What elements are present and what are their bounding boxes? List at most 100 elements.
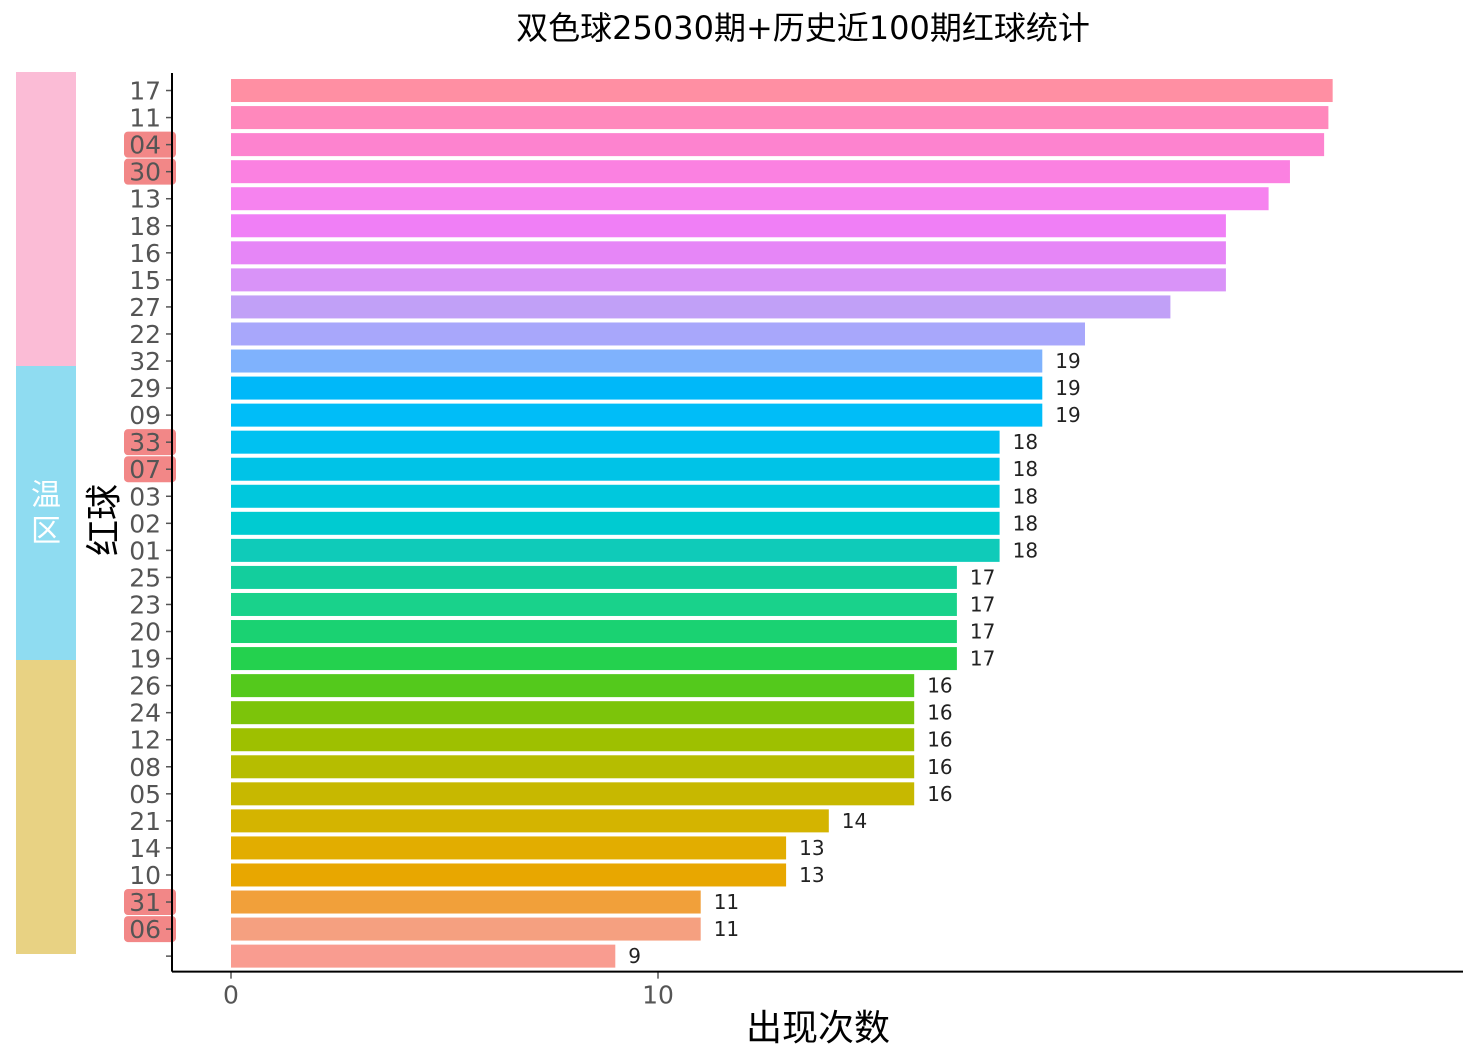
bar-24 (231, 701, 915, 725)
value-labels: 19 19 19 18 18 18 18 18 17 17 17 17 16 16 16 16 16 14 13 13… (628, 349, 1080, 968)
bar-15 (231, 268, 1226, 292)
y-tick-label: 18 (129, 212, 161, 241)
y-tick-label: 23 (129, 590, 161, 619)
y-tick-label: 04 (129, 131, 161, 160)
x-tick-label: 0 (223, 981, 239, 1010)
zone-block-3 (16, 660, 76, 954)
y-tick-label: 15 (129, 266, 161, 295)
value-label: 14 (842, 809, 867, 833)
y-tick-label: 22 (129, 320, 161, 349)
bars-group (231, 79, 1333, 968)
value-label: 18 (1013, 538, 1038, 562)
value-label: 13 (799, 836, 824, 860)
highlight-06 (124, 916, 176, 943)
y-tick-label: 31 (129, 888, 161, 917)
highlight-33 (124, 429, 176, 456)
bar-23 (231, 592, 957, 616)
y-tick-label: 20 (129, 618, 161, 647)
x-axis-ticks: 0 10 (223, 971, 674, 1010)
value-label: 11 (714, 917, 739, 941)
value-label: 18 (1013, 430, 1038, 454)
y-tick-label: 13 (129, 185, 161, 214)
value-label: 17 (970, 620, 995, 644)
value-label: 16 (927, 701, 952, 725)
y-tick-label: 01 (129, 536, 161, 565)
bar-09 (231, 403, 1043, 427)
y-tick-label: 30 (129, 158, 161, 187)
bar-07 (231, 457, 1000, 481)
y-tick-label: 11 (129, 104, 161, 133)
value-label: 16 (927, 674, 952, 698)
bar-04 (231, 133, 1325, 157)
bar-26 (231, 674, 915, 698)
bar-10 (231, 863, 787, 887)
bar-18 (231, 214, 1226, 238)
bar-25 (231, 565, 957, 589)
y-tick-label: 33 (129, 428, 161, 457)
y-tick-label: 12 (129, 726, 161, 755)
highlight-30 (124, 158, 176, 185)
y-tick-label: 14 (129, 834, 161, 863)
y-tick-label: 29 (129, 374, 161, 403)
highlight-04 (124, 131, 176, 158)
value-label: 17 (970, 647, 995, 671)
zone-block-2 (16, 366, 76, 660)
zone-label-char: 温 (31, 478, 61, 513)
y-tick-label: 02 (129, 509, 161, 538)
value-label: 13 (799, 863, 824, 887)
bar-31 (231, 890, 701, 914)
y-tick-label: 10 (129, 861, 161, 890)
value-label: 19 (1055, 376, 1080, 400)
bar-06 (231, 917, 701, 941)
zone-label-char: 区 (31, 514, 61, 549)
bar-01 (231, 538, 1000, 562)
bar-29 (231, 376, 1043, 400)
zone-block-1 (16, 72, 76, 366)
y-tick-label: 25 (129, 563, 161, 592)
value-label: 18 (1013, 484, 1038, 508)
value-label: 19 (1055, 349, 1080, 373)
y-tick-label: 09 (129, 401, 161, 430)
value-label: 18 (1013, 511, 1038, 535)
value-label: 17 (970, 565, 995, 589)
bar-13 (231, 187, 1269, 211)
bar-14 (231, 836, 787, 860)
bar-row-32 (231, 944, 616, 968)
bar-27 (231, 295, 1171, 319)
bar-05 (231, 782, 915, 806)
chart-title: 双色球25030期+历史近100期红球统计 (516, 9, 1090, 47)
y-tick-label: 32 (129, 347, 161, 376)
bar-20 (231, 620, 957, 644)
value-label: 18 (1013, 457, 1038, 481)
y-axis-label: 红球 (84, 484, 125, 556)
y-tick-label: 03 (129, 482, 161, 511)
bar-21 (231, 809, 829, 833)
y-tick-label: 19 (129, 645, 161, 674)
y-tick-label: 05 (129, 780, 161, 809)
y-tick-label: 24 (129, 699, 161, 728)
value-label: 9 (628, 944, 641, 968)
highlight-07 (124, 456, 176, 483)
value-label: 16 (927, 755, 952, 779)
bar-19 (231, 647, 957, 671)
bar-16 (231, 241, 1226, 265)
y-tick-label: 17 (129, 77, 161, 106)
bar-30 (231, 160, 1290, 184)
y-tick-label: 26 (129, 672, 161, 701)
y-tick-label: 07 (129, 455, 161, 484)
bar-02 (231, 511, 1000, 535)
value-label: 16 (927, 782, 952, 806)
y-tick-label: 06 (129, 915, 161, 944)
bar-08 (231, 755, 915, 779)
bar-12 (231, 728, 915, 752)
x-tick-label: 10 (642, 981, 674, 1010)
x-axis-label: 出现次数 (746, 1008, 890, 1049)
y-axis-ticks: 1711043013181615272232290933070302012523… (124, 77, 176, 957)
y-tick-label: 16 (129, 239, 161, 268)
bar-22 (231, 322, 1085, 346)
highlight-31 (124, 889, 176, 916)
bar-03 (231, 484, 1000, 508)
value-label: 17 (970, 592, 995, 616)
bar-17 (231, 79, 1333, 103)
